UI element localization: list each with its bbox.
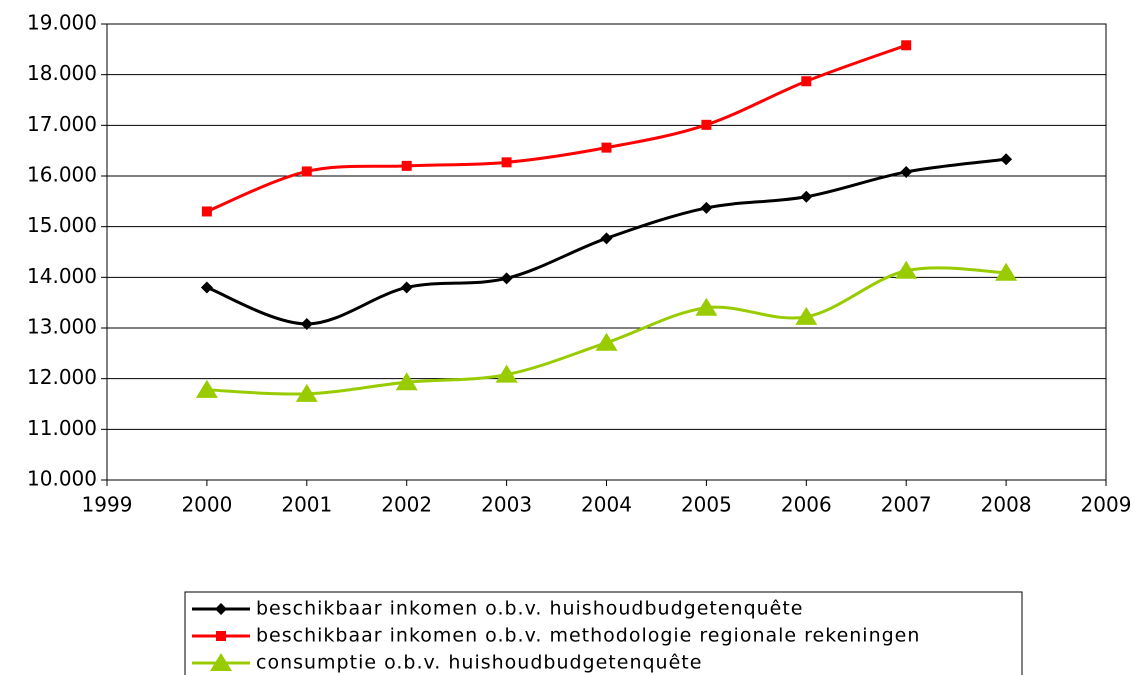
data-point xyxy=(401,160,412,171)
data-point xyxy=(500,272,513,285)
x-tick-label: 2004 xyxy=(581,493,632,517)
x-tick-label: 2009 xyxy=(1081,493,1132,517)
data-point xyxy=(200,281,213,294)
legend-marker xyxy=(216,631,226,641)
data-point xyxy=(695,297,718,316)
data-point xyxy=(400,281,413,294)
x-tick-label: 2008 xyxy=(981,493,1032,517)
x-tick-label: 2007 xyxy=(881,493,932,517)
data-point xyxy=(601,142,612,153)
x-tick-label: 2005 xyxy=(681,493,732,517)
data-point xyxy=(495,364,518,383)
y-tick-label: 13.000 xyxy=(27,315,97,339)
legend-label: consumptie o.b.v. huishoudbudgetenquête xyxy=(256,652,702,674)
data-point xyxy=(995,262,1018,281)
data-point xyxy=(300,317,313,330)
x-tick-label: 2000 xyxy=(181,493,232,517)
data-point xyxy=(800,190,813,203)
y-tick-label: 10.000 xyxy=(27,467,97,491)
legend-label: beschikbaar inkomen o.b.v. methodologie … xyxy=(256,625,920,647)
data-point xyxy=(395,372,418,391)
y-tick-label: 15.000 xyxy=(27,213,97,237)
y-tick-label: 12.000 xyxy=(27,365,97,389)
y-tick-label: 14.000 xyxy=(27,264,97,288)
plot-border xyxy=(106,23,1107,481)
legend-label: beschikbaar inkomen o.b.v. huishoudbudge… xyxy=(256,598,804,620)
y-tick-label: 17.000 xyxy=(27,112,97,136)
data-point xyxy=(701,119,712,130)
data-point xyxy=(700,201,713,214)
data-point xyxy=(195,379,218,398)
series-line xyxy=(206,43,907,213)
data-point xyxy=(895,260,918,279)
data-point xyxy=(801,76,812,87)
data-point xyxy=(295,383,318,402)
data-point xyxy=(595,332,618,351)
legend: beschikbaar inkomen o.b.v. huishoudbudge… xyxy=(184,591,1023,675)
data-point xyxy=(900,165,913,178)
data-point xyxy=(901,40,912,51)
data-point xyxy=(301,166,312,177)
y-tick-label: 11.000 xyxy=(27,416,97,440)
data-point xyxy=(795,306,818,325)
x-tick-label: 2003 xyxy=(481,493,532,517)
y-tick-label: 18.000 xyxy=(27,61,97,85)
data-point xyxy=(600,232,613,245)
x-tick-label: 2006 xyxy=(781,493,832,517)
y-tick-label: 19.000 xyxy=(27,11,97,35)
series-line xyxy=(206,266,1007,396)
legend-marker xyxy=(215,603,227,615)
x-tick-label: 1999 xyxy=(82,493,133,517)
x-tick-label: 2002 xyxy=(381,493,432,517)
y-tick-label: 16.000 xyxy=(27,163,97,187)
data-point xyxy=(1000,153,1013,166)
legend-box xyxy=(184,591,1023,675)
data-point xyxy=(501,157,512,168)
x-tick-label: 2001 xyxy=(281,493,332,517)
data-point xyxy=(201,206,212,217)
legend-marker xyxy=(210,653,232,671)
